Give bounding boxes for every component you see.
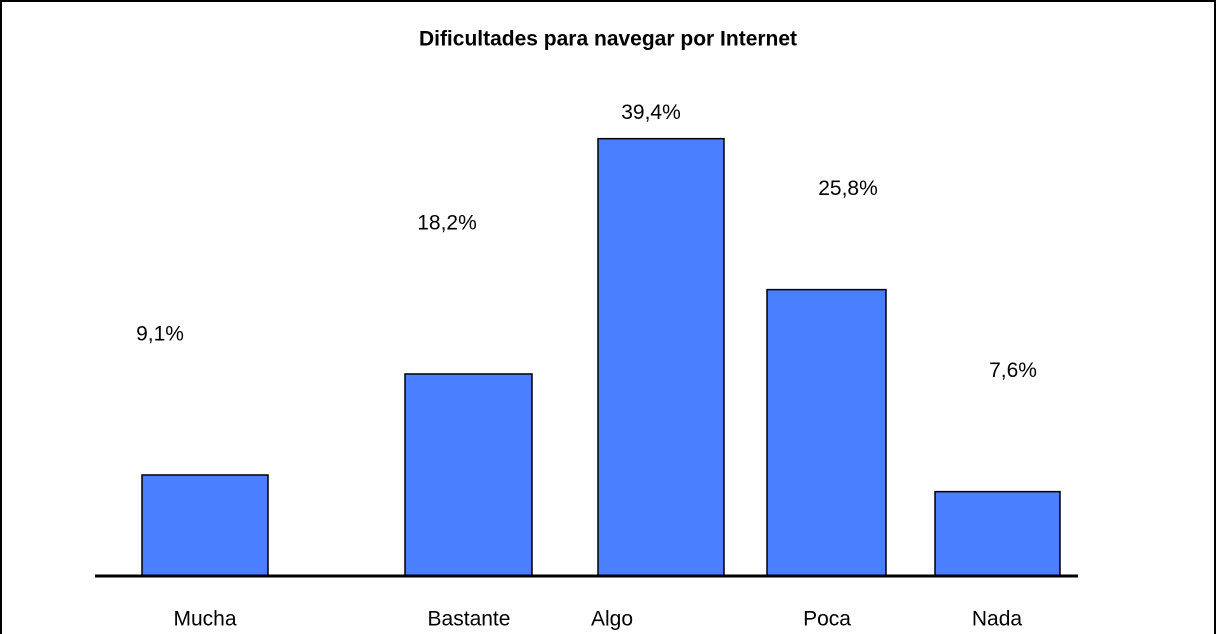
x-tick-label: Bastante <box>428 608 511 631</box>
bar <box>141 474 269 577</box>
data-label: 25,8% <box>818 177 878 200</box>
chart-title: Dificultades para navegar por Internet <box>419 28 797 51</box>
x-tick-label: Mucha <box>173 608 236 631</box>
x-tick-label: Poca <box>803 608 851 631</box>
bar <box>404 373 533 577</box>
bar <box>934 490 1061 577</box>
x-tick-label: Algo <box>591 608 633 631</box>
data-label: 9,1% <box>136 323 184 346</box>
data-label: 7,6% <box>989 359 1037 382</box>
bar <box>766 288 887 577</box>
x-tick-label: Nada <box>972 608 1023 631</box>
data-label: 18,2% <box>417 212 477 235</box>
data-label: 39,4% <box>621 101 681 124</box>
bar <box>597 137 725 577</box>
